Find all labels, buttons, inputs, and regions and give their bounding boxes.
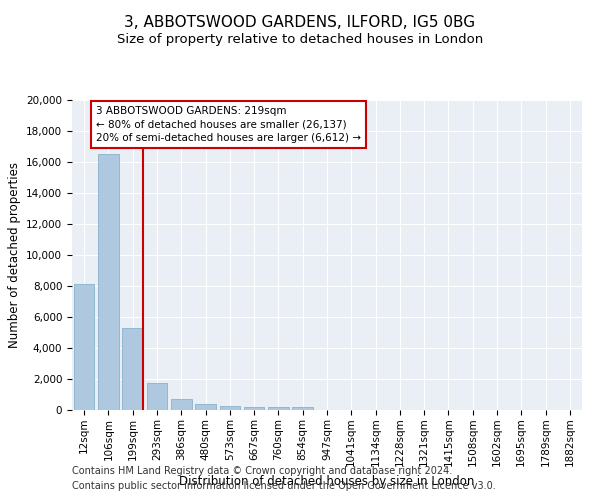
Bar (122, 328, 143, 410)
Text: Contains public sector information licensed under the Open Government Licence v3: Contains public sector information licen… (72, 481, 496, 491)
Bar (74, 284, 94, 410)
Bar (244, 406, 265, 410)
X-axis label: Distribution of detached houses by size in London: Distribution of detached houses by size … (179, 474, 475, 488)
Text: 3, ABBOTSWOOD GARDENS, ILFORD, IG5 0BG: 3, ABBOTSWOOD GARDENS, ILFORD, IG5 0BG (124, 15, 476, 30)
Bar (98, 154, 119, 410)
Y-axis label: Number of detached properties: Number of detached properties (8, 162, 20, 348)
Text: Contains HM Land Registry data © Crown copyright and database right 2024.: Contains HM Land Registry data © Crown c… (72, 466, 452, 476)
Text: Size of property relative to detached houses in London: Size of property relative to detached ho… (117, 32, 483, 46)
Bar (146, 383, 167, 410)
Bar (171, 399, 191, 410)
Bar (268, 407, 289, 410)
Text: 3 ABBOTSWOOD GARDENS: 219sqm
← 80% of detached houses are smaller (26,137)
20% o: 3 ABBOTSWOOD GARDENS: 219sqm ← 80% of de… (96, 106, 361, 142)
Bar (195, 404, 216, 410)
Bar (220, 406, 240, 410)
Bar (292, 407, 313, 410)
